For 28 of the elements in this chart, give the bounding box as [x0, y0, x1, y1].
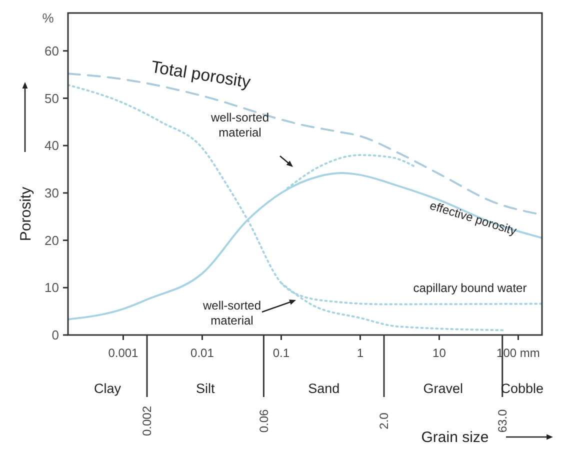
text: Gravel: [423, 381, 464, 396]
y-tick-label: 20: [44, 232, 59, 248]
x-tick-label: 0.1: [272, 346, 290, 360]
ref-line-label: 63.0: [496, 409, 510, 433]
x-tick-label: 10: [432, 346, 446, 360]
text: %: [42, 10, 54, 26]
annotation: Total porosity: [150, 57, 252, 92]
x-tick-label: 0.01: [190, 346, 214, 360]
annotation: well-sorted material: [202, 298, 262, 328]
y-axis-title: Porosity: [17, 186, 34, 242]
y-tick-label: 50: [44, 90, 59, 106]
y-tick-label: 10: [44, 280, 59, 296]
x-axis-title: Grain size: [421, 429, 489, 446]
y-tick-label: 60: [44, 43, 59, 58]
x-tick-label: 1: [356, 346, 364, 360]
text: Clay: [94, 381, 122, 396]
annotation: well-sorted material: [210, 110, 270, 140]
ref-line-label: 2.0: [377, 412, 392, 430]
text: Sand: [308, 381, 340, 396]
x-tick-label: 0.001: [108, 346, 139, 360]
y-tick-label: 40: [44, 138, 59, 154]
ref-line-label: 0.002: [140, 406, 154, 436]
annotation: capillary bound water: [413, 281, 527, 295]
text: Silt: [196, 381, 215, 396]
y-tick-label: 30: [44, 185, 59, 200]
annotation: effective porosity: [428, 198, 518, 238]
ref-line-label: 0.06: [256, 409, 271, 433]
y-tick-label: 0: [52, 328, 59, 343]
